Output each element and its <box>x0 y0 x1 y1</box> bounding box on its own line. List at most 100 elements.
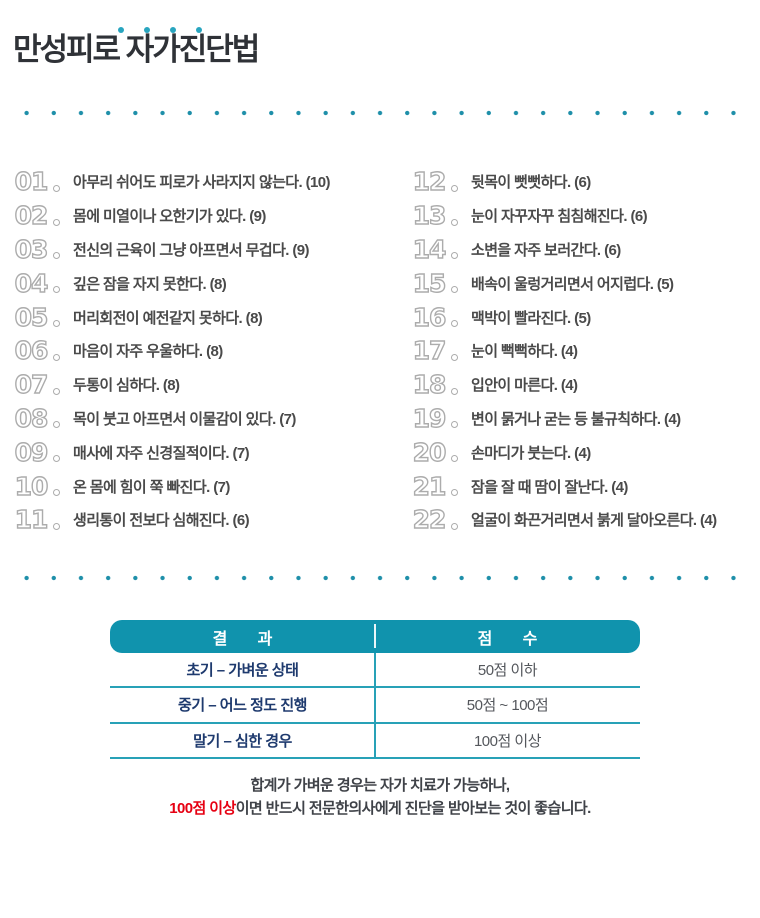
item-number: 14 <box>412 234 447 264</box>
item-text: 깊은 잠을 자지 못한다. (8) <box>73 275 227 293</box>
accent-dot-icon <box>196 27 202 33</box>
footer-line1: 합계가 가벼운 경우는 자가 치료가 가능하나, <box>250 777 510 794</box>
item-text: 맥박이 빨라진다. (5) <box>471 309 591 327</box>
item-number: 19 <box>412 403 447 433</box>
item-number: 09 <box>14 437 49 467</box>
list-item: 05 머리회전이 예전같지 못하다. (8) <box>12 300 402 334</box>
list-item: 04 깊은 잠을 자지 못한다. (8) <box>12 266 402 300</box>
list-item: 03 전신의 근육이 그냥 아프면서 무겁다. (9) <box>12 233 402 267</box>
list-item: 15 배속이 울렁거리면서 어지럽다. (5) <box>410 266 755 300</box>
dotted-divider-top <box>13 110 747 116</box>
table-header-score: 점수 <box>477 630 568 648</box>
score-cell: 50점 이하 <box>477 662 538 680</box>
item-number: 07 <box>14 370 49 400</box>
item-text: 잠을 잘 때 땀이 잘난다. (4) <box>471 478 628 496</box>
item-text: 얼굴이 화끈거리면서 붉게 달아오른다. (4) <box>471 512 717 530</box>
item-text: 머리회전이 예전같지 못하다. (8) <box>73 309 263 327</box>
checklist-left-column: 01 아무리 쉬어도 피로가 사라지지 않는다. (10) 02 몸에 미열이나 오… <box>12 165 402 537</box>
item-number-dot-icon <box>451 184 458 192</box>
list-item: 10 온 몸에 힘이 쭉 빠진다. (7) <box>12 469 402 503</box>
list-item: 09 매사에 자주 신경질적이다. (7) <box>12 435 402 469</box>
body-column-divider <box>374 653 376 759</box>
item-number-dot-icon <box>451 286 458 294</box>
item-number-dot-icon <box>53 218 60 226</box>
item-number: 04 <box>14 268 49 298</box>
item-text: 아무리 쉬어도 피로가 사라지지 않는다. (10) <box>73 174 330 192</box>
header-column-divider <box>374 624 376 648</box>
list-item: 07 두통이 심하다. (8) <box>12 368 402 402</box>
item-number-dot-icon <box>451 488 458 496</box>
item-number-dot-icon <box>53 319 60 327</box>
item-text: 생리통이 전보다 심해진다. (6) <box>73 512 250 530</box>
list-item: 14 소변을 자주 보러간다. (6) <box>410 233 755 267</box>
dotted-divider-bottom <box>13 575 747 581</box>
item-text: 뒷목이 뻣뻣하다. (6) <box>471 174 591 192</box>
item-text: 소변을 자주 보러간다. (6) <box>471 241 621 259</box>
item-text: 몸에 미열이나 오한기가 있다. (9) <box>73 208 266 226</box>
list-item: 21 잠을 잘 때 땀이 잘난다. (4) <box>410 469 755 503</box>
item-number-dot-icon <box>53 252 60 260</box>
item-number-dot-icon <box>451 455 458 463</box>
item-number: 06 <box>14 336 49 366</box>
item-number: 15 <box>412 268 447 298</box>
list-item: 02 몸에 미열이나 오한기가 있다. (9) <box>12 199 402 233</box>
item-number-dot-icon <box>53 184 60 192</box>
footer-line2-rest: 이면 반드시 전문한의사에게 진단을 받아보는 것이 좋습니다. <box>235 800 592 817</box>
item-text: 손마디가 붓는다. (4) <box>471 444 591 462</box>
item-text: 변이 묽거나 굳는 등 불규칙하다. (4) <box>471 410 681 428</box>
item-number-dot-icon <box>451 252 458 260</box>
list-item: 20 손마디가 붓는다. (4) <box>410 435 755 469</box>
item-number-dot-icon <box>53 488 60 496</box>
list-item: 19 변이 묽거나 굳는 등 불규칙하다. (4) <box>410 402 755 436</box>
accent-dot-icon <box>144 27 150 33</box>
item-number-dot-icon <box>451 218 458 226</box>
list-item: 18 입안이 마른다. (4) <box>410 368 755 402</box>
item-text: 두통이 심하다. (8) <box>73 377 180 395</box>
item-number: 22 <box>412 505 447 535</box>
item-number: 21 <box>412 471 447 501</box>
score-cell: 100점 이상 <box>473 732 542 750</box>
item-number: 02 <box>14 201 49 231</box>
item-number-dot-icon <box>451 319 458 327</box>
item-number: 11 <box>14 505 49 535</box>
item-text: 입안이 마른다. (4) <box>471 377 578 395</box>
item-number: 13 <box>412 201 447 231</box>
title-accent-dots-icon <box>118 27 202 33</box>
list-item: 08 목이 붓고 아프면서 이물감이 있다. (7) <box>12 402 402 436</box>
item-number: 01 <box>14 167 49 197</box>
score-cell: 50점 ~ 100점 <box>466 697 549 715</box>
item-number-dot-icon <box>53 387 60 395</box>
list-item: 06 마음이 자주 우울하다. (8) <box>12 334 402 368</box>
list-item: 11 생리통이 전보다 심해진다. (6) <box>12 503 402 537</box>
footer-highlight: 100점 이상 <box>169 800 236 817</box>
item-number-dot-icon <box>53 353 60 361</box>
item-number: 18 <box>412 370 447 400</box>
list-item: 22 얼굴이 화끈거리면서 붉게 달아오른다. (4) <box>410 503 755 537</box>
item-text: 매사에 자주 신경질적이다. (7) <box>73 444 250 462</box>
footer-note: 합계가 가벼운 경우는 자가 치료가 가능하나, 100점 이상이면 반드시 전… <box>0 774 760 820</box>
table-header-row: 결과 점수 <box>110 620 640 653</box>
accent-dot-icon <box>118 27 124 33</box>
item-number-dot-icon <box>53 522 60 530</box>
list-item: 13 눈이 자꾸자꾸 침침해진다. (6) <box>410 199 755 233</box>
table-body: 초기 – 가벼운 상태 50점 이하 중기 – 어느 정도 진행 50점 ~ 1… <box>110 653 640 759</box>
item-number: 08 <box>14 403 49 433</box>
item-text: 온 몸에 힘이 쭉 빠진다. (7) <box>73 478 230 496</box>
item-number: 20 <box>412 437 447 467</box>
accent-dot-icon <box>170 27 176 33</box>
item-number: 05 <box>14 302 49 332</box>
item-number-dot-icon <box>451 353 458 361</box>
item-text: 목이 붓고 아프면서 이물감이 있다. (7) <box>73 410 296 428</box>
item-number-dot-icon <box>53 421 60 429</box>
item-number-dot-icon <box>53 286 60 294</box>
result-cell: 초기 – 가벼운 상태 <box>186 662 299 680</box>
item-number: 16 <box>412 302 447 332</box>
table-header-result: 결과 <box>212 630 303 648</box>
item-number-dot-icon <box>53 455 60 463</box>
item-number-dot-icon <box>451 421 458 429</box>
list-item: 16 맥박이 빨라진다. (5) <box>410 300 755 334</box>
result-cell: 중기 – 어느 정도 진행 <box>178 697 307 715</box>
list-item: 17 눈이 뻑뻑하다. (4) <box>410 334 755 368</box>
item-text: 눈이 뻑뻑하다. (4) <box>471 343 578 361</box>
